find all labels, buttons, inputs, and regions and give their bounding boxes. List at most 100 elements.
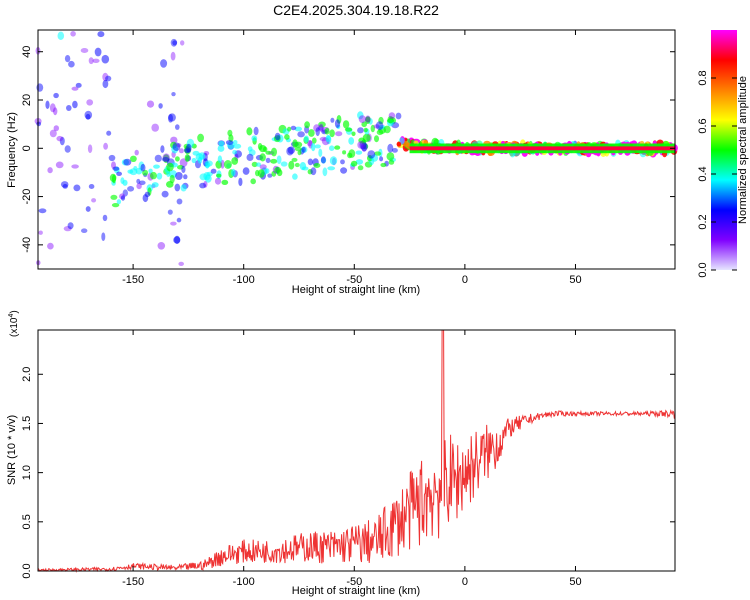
spectrogram-point [127,169,134,174]
spectrogram-point [112,166,120,171]
spectrogram-point [251,161,258,168]
spectrogram-point [370,124,375,133]
spectrogram-point [47,242,54,250]
snr-y-ticks: 0.0 0.5 1.0 1.5 2.0 [21,367,675,579]
spectrogram-frame [37,29,676,270]
snr-ylabel: SNR (10 * v/v) [6,415,18,485]
spectrogram-point [329,156,338,166]
spectrogram-point [350,160,358,167]
spectrogram-point [271,170,277,177]
spectrogram-point [340,159,345,165]
spectrogram-point [53,125,59,132]
spectrogram-point [170,38,178,47]
spectrogram-point [174,235,181,244]
spectrogram-point [122,189,128,197]
spectrogram-point [342,120,350,129]
spectrogram-point [55,161,64,169]
spectrogram-point [276,155,282,164]
spectrogram-point [105,75,112,82]
spectrogram-point [344,127,353,132]
spectrogram-point [151,182,159,188]
spectrogram-point [259,153,266,162]
spectrogram-point [367,150,376,159]
spectrogram-x-tick-label: 0 [462,274,468,286]
spectrogram-point [148,168,153,174]
spectrogram-point [103,142,108,150]
spectrogram-point [127,186,135,192]
spectrogram-point [176,198,183,205]
spectrogram-point [53,107,58,116]
spectrogram-point [257,169,265,178]
spectrogram-point [396,141,402,147]
spectrogram-point [36,121,42,127]
spectrogram-point [203,172,211,181]
spectrogram-point [255,162,262,167]
spectrogram-point [388,112,396,120]
spectrogram-point [357,141,365,149]
spectrogram-point [63,226,72,232]
spectrogram-point [140,163,146,172]
spectrogram-point [116,199,122,205]
snr-scale-prefix: (x10 [9,317,20,337]
spectrogram-point [342,150,347,155]
spectrogram-point [160,59,168,68]
spectrogram-point [246,127,253,136]
snr-frame [37,329,676,572]
spectrogram-point [311,142,316,152]
spectrogram-point [59,136,65,146]
spectrogram-point [47,167,53,174]
spectrogram-point [315,127,320,137]
spectrogram-point [329,129,335,138]
snr-x-tick-label: -50 [346,576,362,588]
spectrogram-point [217,145,225,152]
spectrogram-point [387,143,394,153]
spectrogram-point [284,134,290,140]
spectrogram-point [251,135,258,142]
spectrogram-point [274,132,281,141]
spectrogram-x-ticks: -150 -100 -50 0 50 [122,30,582,286]
spectrogram-point [231,168,236,177]
spectrogram-point [153,164,160,169]
spectrogram-point [85,113,91,120]
spectrogram-point [161,190,169,198]
spectrogram-point [101,232,106,241]
spectrogram-point [312,137,317,144]
spectrogram-point [287,126,292,132]
colorbar-tick-label: 0.4 [697,166,709,181]
spectrogram-point [358,115,366,123]
spectrogram-point [270,158,278,164]
spectrogram-point [86,99,94,106]
spectrogram-point [81,228,88,233]
spectrogram-point [142,194,149,203]
spectrogram-point [38,230,43,235]
spectrogram-point [49,129,57,138]
spectrogram-point [246,153,254,161]
spectrogram-point [168,114,173,123]
spectrogram-point [322,167,328,177]
snr-scale-close: ) [9,310,20,313]
spectrogram-point [154,154,162,163]
spectrogram-point [116,171,122,176]
snr-x-ticks: -150 -100 -50 0 50 [122,330,582,588]
spectrogram-point [157,242,166,250]
spectrogram-point [247,146,253,152]
spectrogram-point [292,173,298,180]
spectrogram-point [391,148,398,153]
spectrogram-point [250,178,256,185]
spectrogram-point [197,133,205,143]
spectrogram-point [170,221,177,226]
spectrogram-point [313,124,321,132]
spectrogram-point [348,137,355,145]
spectrogram-ylabel: Frequency (Hz) [6,112,18,188]
spectrogram-point [94,47,102,57]
spectrogram-point [180,184,187,192]
spectrogram-y-ticks: -40 -20 0 20 40 [21,46,675,253]
spectrogram-point [216,173,222,178]
spectrogram-point [355,159,364,165]
spectrogram-point [64,145,71,153]
spectrogram-point [102,79,109,89]
spectrogram-point [386,118,395,124]
colorbar-tick-label: 0.0 [697,262,709,277]
spectrogram-point [70,31,76,37]
snr-series-line [37,329,676,573]
